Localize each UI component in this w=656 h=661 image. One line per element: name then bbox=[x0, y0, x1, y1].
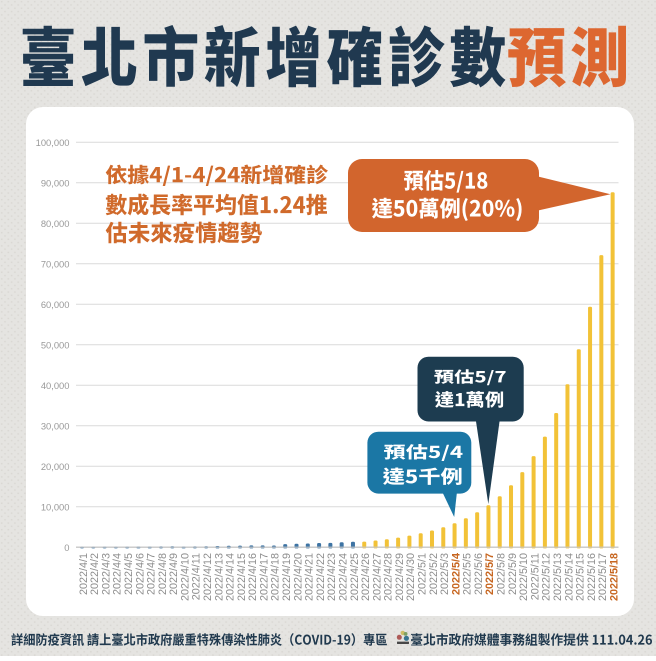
svg-text:2022/4/10: 2022/4/10 bbox=[179, 553, 191, 601]
svg-text:2022/4/29: 2022/4/29 bbox=[394, 553, 406, 601]
svg-text:50,000: 50,000 bbox=[41, 340, 70, 351]
svg-text:2022/5/1: 2022/5/1 bbox=[417, 553, 429, 595]
svg-text:2022/4/24: 2022/4/24 bbox=[337, 553, 349, 601]
svg-text:10,000: 10,000 bbox=[41, 502, 70, 513]
svg-text:2022/5/7: 2022/5/7 bbox=[484, 553, 496, 595]
svg-text:2022/4/7: 2022/4/7 bbox=[146, 553, 158, 595]
svg-text:90,000: 90,000 bbox=[41, 178, 70, 189]
svg-text:2022/4/13: 2022/4/13 bbox=[213, 553, 225, 601]
svg-text:2022/5/16: 2022/5/16 bbox=[586, 553, 598, 601]
svg-text:2022/5/2: 2022/5/2 bbox=[428, 553, 440, 595]
svg-text:2022/4/22: 2022/4/22 bbox=[315, 553, 327, 601]
svg-text:70,000: 70,000 bbox=[41, 259, 70, 270]
svg-text:2022/5/6: 2022/5/6 bbox=[473, 553, 485, 595]
svg-text:2022/4/25: 2022/4/25 bbox=[349, 553, 361, 601]
svg-text:30,000: 30,000 bbox=[41, 421, 70, 432]
svg-text:2022/4/2: 2022/4/2 bbox=[89, 553, 101, 595]
svg-text:2022/4/5: 2022/4/5 bbox=[123, 553, 135, 595]
svg-text:2022/5/10: 2022/5/10 bbox=[518, 553, 530, 601]
svg-text:2022/4/14: 2022/4/14 bbox=[225, 553, 237, 601]
svg-text:2022/5/15: 2022/5/15 bbox=[575, 553, 587, 601]
svg-text:2022/4/1: 2022/4/1 bbox=[78, 553, 90, 595]
svg-text:2022/5/11: 2022/5/11 bbox=[529, 553, 541, 600]
svg-text:2022/4/21: 2022/4/21 bbox=[304, 553, 316, 601]
svg-text:2022/4/20: 2022/4/20 bbox=[292, 553, 304, 601]
svg-text:2022/4/26: 2022/4/26 bbox=[360, 553, 372, 601]
svg-text:2022/4/16: 2022/4/16 bbox=[247, 553, 259, 601]
svg-text:60,000: 60,000 bbox=[41, 299, 70, 310]
svg-text:2022/4/28: 2022/4/28 bbox=[383, 553, 395, 601]
svg-text:0: 0 bbox=[64, 542, 69, 553]
svg-text:2022/4/19: 2022/4/19 bbox=[281, 553, 293, 601]
svg-text:2022/5/12: 2022/5/12 bbox=[541, 553, 553, 601]
svg-text:2022/4/15: 2022/4/15 bbox=[236, 553, 248, 601]
svg-text:2022/4/4: 2022/4/4 bbox=[112, 553, 124, 595]
svg-text:2022/4/30: 2022/4/30 bbox=[405, 553, 417, 601]
svg-text:100,000: 100,000 bbox=[36, 137, 70, 148]
svg-text:20,000: 20,000 bbox=[41, 461, 70, 472]
svg-text:2022/4/27: 2022/4/27 bbox=[371, 553, 383, 601]
svg-text:40,000: 40,000 bbox=[41, 380, 70, 391]
svg-text:2022/5/13: 2022/5/13 bbox=[552, 553, 564, 601]
svg-text:2022/4/9: 2022/4/9 bbox=[168, 553, 180, 595]
svg-text:2022/5/17: 2022/5/17 bbox=[597, 553, 609, 601]
svg-text:2022/4/12: 2022/4/12 bbox=[202, 553, 214, 601]
svg-text:2022/4/18: 2022/4/18 bbox=[270, 553, 282, 601]
svg-text:2022/5/5: 2022/5/5 bbox=[462, 553, 474, 595]
svg-text:2022/5/8: 2022/5/8 bbox=[496, 553, 508, 595]
svg-text:2022/4/8: 2022/4/8 bbox=[157, 553, 169, 595]
svg-text:2022/4/11: 2022/4/11 bbox=[191, 553, 203, 600]
svg-text:2022/5/9: 2022/5/9 bbox=[507, 553, 519, 595]
svg-text:2022/5/3: 2022/5/3 bbox=[439, 553, 451, 595]
svg-text:80,000: 80,000 bbox=[41, 218, 70, 229]
svg-text:2022/4/23: 2022/4/23 bbox=[326, 553, 338, 601]
svg-text:2022/5/14: 2022/5/14 bbox=[563, 553, 575, 601]
svg-text:2022/4/6: 2022/4/6 bbox=[134, 553, 146, 595]
svg-text:2022/4/17: 2022/4/17 bbox=[258, 553, 270, 601]
svg-text:2022/5/18: 2022/5/18 bbox=[608, 553, 620, 601]
svg-text:2022/5/4: 2022/5/4 bbox=[450, 553, 462, 595]
svg-text:2022/4/3: 2022/4/3 bbox=[100, 553, 112, 595]
